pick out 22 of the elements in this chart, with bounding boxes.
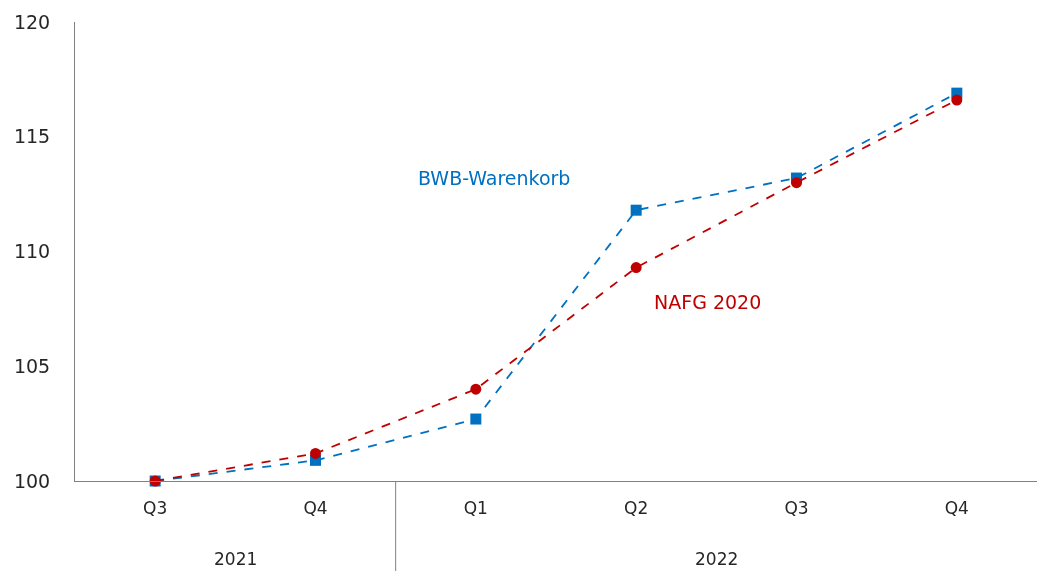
y-tick-label: 100 <box>13 469 51 492</box>
point <box>791 177 802 189</box>
point <box>470 383 482 395</box>
point <box>630 262 642 274</box>
x-tick-label: Q4 <box>303 498 328 519</box>
y-tick-label: 110 <box>13 240 51 263</box>
y-tick-label: 120 <box>13 10 51 33</box>
point <box>951 94 963 106</box>
y-tick-label: 105 <box>13 354 51 377</box>
text: 2022 <box>695 549 739 569</box>
x-tick-label: Q4 <box>944 498 969 519</box>
series-label: NAFG 2020 <box>654 291 762 313</box>
y-tick-label: 115 <box>13 125 51 148</box>
x-tick-label: Q1 <box>463 498 488 519</box>
point <box>310 447 321 459</box>
text: 2021 <box>214 549 258 569</box>
x-tick-label: Q3 <box>784 498 809 519</box>
x-tick-label: Q2 <box>624 498 649 519</box>
point <box>630 204 642 216</box>
x-tick-label: Q3 <box>143 498 168 519</box>
point <box>470 413 482 425</box>
text: BWB-Warenkorb <box>418 167 571 189</box>
